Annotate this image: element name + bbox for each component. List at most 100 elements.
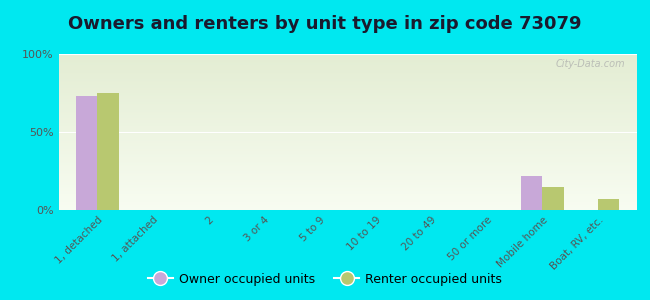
Legend: Owner occupied units, Renter occupied units: Owner occupied units, Renter occupied un… (143, 268, 507, 291)
Text: Owners and renters by unit type in zip code 73079: Owners and renters by unit type in zip c… (68, 15, 582, 33)
Bar (58, 67, 637, 68)
Bar (58, 132, 637, 134)
Bar (58, 138, 637, 140)
Bar (58, 204, 637, 205)
Bar (58, 137, 637, 138)
Bar (58, 115, 637, 116)
Bar (58, 65, 637, 67)
Bar (58, 71, 637, 73)
Bar (58, 59, 637, 60)
Bar (58, 112, 637, 113)
Bar (58, 54, 637, 56)
Bar (58, 191, 637, 193)
Bar (58, 93, 637, 94)
Bar (58, 174, 637, 176)
Bar (543, 187, 564, 210)
Bar (58, 82, 637, 84)
Bar (58, 201, 637, 202)
Bar (58, 176, 637, 177)
Bar (58, 145, 637, 146)
Bar (58, 104, 637, 106)
Bar (58, 184, 637, 185)
Bar (58, 76, 637, 77)
Bar (58, 158, 637, 160)
Bar (58, 85, 637, 87)
Bar (58, 160, 637, 162)
Bar (598, 199, 619, 210)
Bar (58, 94, 637, 96)
Bar (58, 126, 637, 127)
Bar (521, 176, 543, 210)
Bar (76, 96, 98, 210)
Bar (58, 166, 637, 168)
Bar (58, 143, 637, 145)
Bar (58, 80, 637, 82)
Bar (98, 93, 118, 210)
Bar (58, 172, 637, 174)
Bar (58, 188, 637, 190)
Bar (58, 171, 637, 172)
Bar (58, 73, 637, 74)
Bar (58, 185, 637, 187)
Bar (58, 92, 637, 93)
Bar (58, 88, 637, 90)
Bar (58, 124, 637, 126)
Bar (58, 154, 637, 155)
Bar (58, 179, 637, 180)
Bar (58, 202, 637, 204)
Bar (58, 134, 637, 135)
Bar (58, 99, 637, 101)
Bar (58, 130, 637, 132)
Bar (58, 109, 637, 110)
Bar (58, 96, 637, 98)
Bar (58, 68, 637, 70)
Bar (58, 205, 637, 207)
Bar (58, 90, 637, 92)
Bar (58, 193, 637, 194)
Bar (58, 74, 637, 76)
Bar (58, 62, 637, 63)
Bar (58, 197, 637, 199)
Bar (58, 155, 637, 157)
Bar (58, 207, 637, 208)
Bar (58, 63, 637, 65)
Bar (58, 152, 637, 154)
Bar (58, 77, 637, 79)
Bar (58, 87, 637, 88)
Bar (58, 163, 637, 165)
Bar (58, 60, 637, 62)
Bar (58, 165, 637, 166)
Bar (58, 84, 637, 85)
Bar (58, 168, 637, 170)
Bar (58, 196, 637, 197)
Bar (58, 118, 637, 119)
Bar (58, 119, 637, 121)
Bar (58, 56, 637, 57)
Bar (58, 106, 637, 107)
Bar (58, 102, 637, 104)
Bar (58, 162, 637, 163)
Bar (58, 140, 637, 141)
Bar (58, 177, 637, 179)
Bar (58, 116, 637, 118)
Bar (58, 98, 637, 99)
Bar (58, 129, 637, 130)
Bar (58, 187, 637, 188)
Bar (58, 180, 637, 182)
Bar (58, 113, 637, 115)
Bar (58, 127, 637, 129)
Bar (58, 208, 637, 210)
Bar (58, 70, 637, 71)
Bar (58, 151, 637, 152)
Bar (58, 121, 637, 123)
Bar (58, 110, 637, 112)
Bar (58, 199, 637, 201)
Bar (58, 101, 637, 102)
Bar (58, 182, 637, 184)
Bar (58, 149, 637, 151)
Bar (58, 194, 637, 196)
Bar (58, 146, 637, 148)
Bar (58, 79, 637, 80)
Bar (58, 148, 637, 149)
Bar (58, 107, 637, 109)
